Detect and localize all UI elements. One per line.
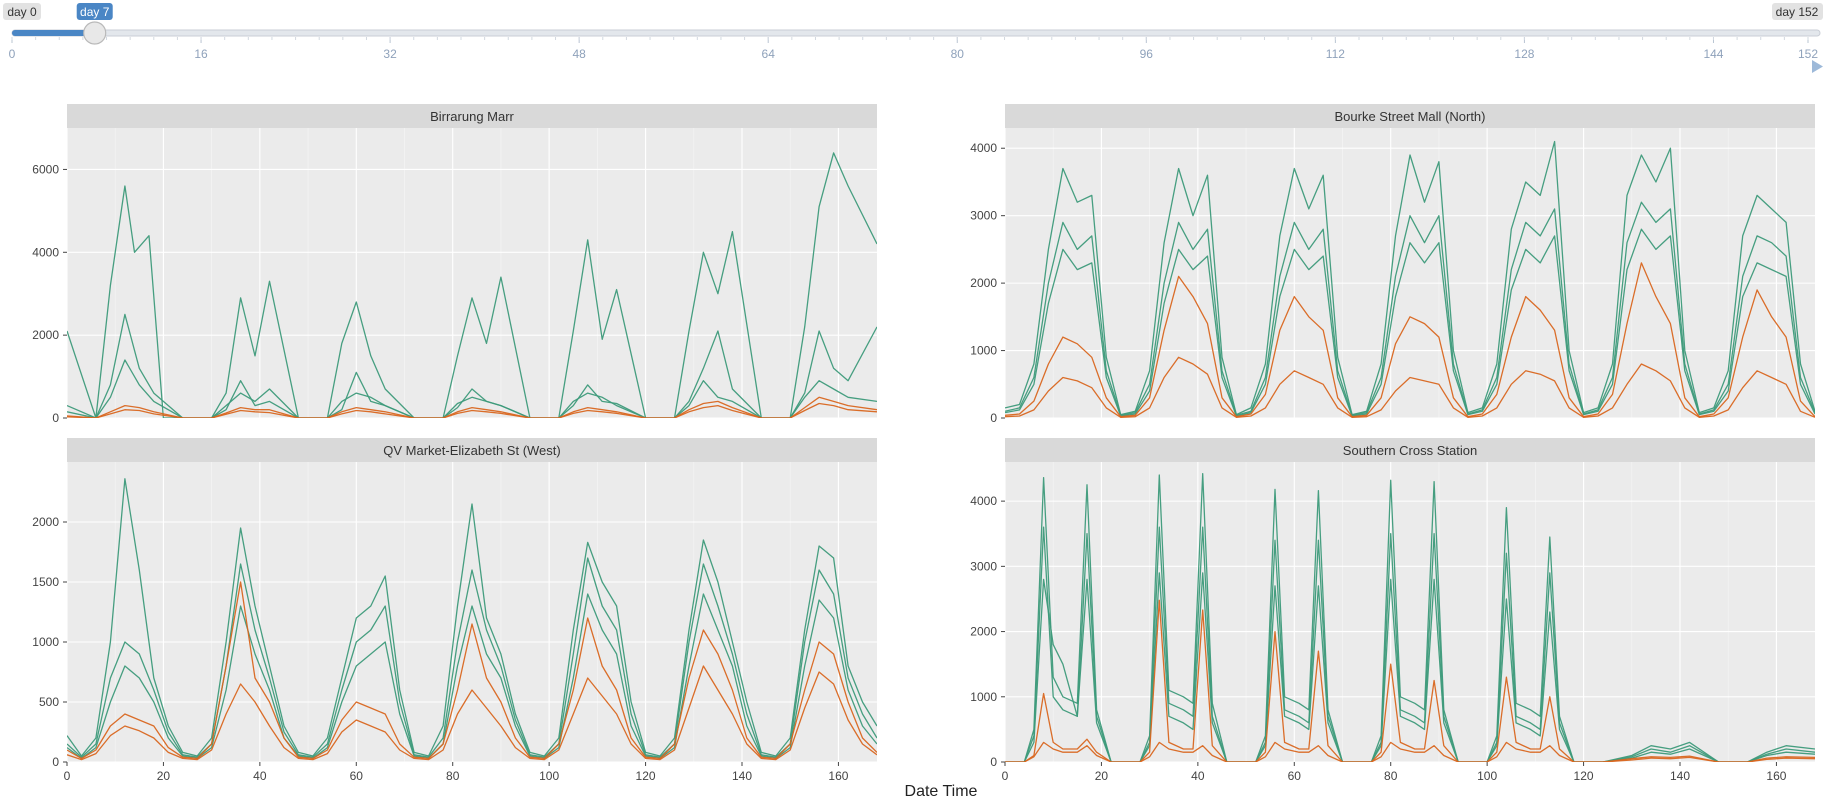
x-tick-label: 100 [1477, 769, 1497, 783]
y-tick-label: 0 [52, 411, 59, 425]
slider-fill [12, 30, 95, 36]
slider-tick-label: 128 [1514, 47, 1534, 61]
slider-tick-label: 80 [951, 47, 965, 61]
slider-min-label-bg [3, 3, 41, 20]
y-tick-label: 0 [52, 755, 59, 769]
series-line [67, 665, 877, 761]
facet-strip [67, 104, 877, 128]
series-group [1005, 140, 1815, 418]
series-group [67, 478, 877, 761]
x-tick-label: 60 [350, 769, 364, 783]
y-tick-label: 3000 [970, 209, 997, 223]
plot-area [67, 128, 877, 418]
x-tick-label: 140 [1670, 769, 1690, 783]
x-tick-label: 20 [157, 769, 171, 783]
x-tick-label: 100 [539, 769, 559, 783]
y-tick-label: 2000 [970, 625, 997, 639]
series-line [67, 359, 877, 418]
x-tick-label: 60 [1288, 769, 1302, 783]
facet-strip [1005, 438, 1815, 462]
x-tick-label: 140 [732, 769, 752, 783]
slider-handle[interactable] [83, 21, 107, 45]
series-line [1005, 356, 1815, 418]
y-tick-label: 4000 [32, 245, 59, 259]
series-line [1005, 228, 1815, 417]
slider-tick-label: 32 [383, 47, 397, 61]
plot-area [1005, 128, 1815, 418]
y-tick-label: 1000 [970, 690, 997, 704]
facet-title: QV Market-Elizabeth St (West) [383, 443, 560, 458]
x-tick-label: 160 [1766, 769, 1786, 783]
series-line [1005, 140, 1815, 416]
facet-panel: Southern Cross Station 0 1000 2000 3000 4000 0… [970, 438, 1815, 783]
y-tick-label: 0 [990, 755, 997, 769]
y-tick-label: 500 [39, 695, 59, 709]
slider-tick-label: 96 [1140, 47, 1154, 61]
slider-tick-label: 16 [194, 47, 208, 61]
series-line [67, 581, 877, 760]
slider-max-label: day 152 [1776, 5, 1819, 19]
x-tick-label: 40 [1191, 769, 1205, 783]
y-tick-label: 2000 [32, 515, 59, 529]
y-tick-label: 1000 [970, 344, 997, 358]
x-tick-label: 120 [636, 769, 656, 783]
x-tick-label: 0 [1002, 769, 1009, 783]
series-line [67, 478, 877, 757]
facet-panel: Birrarung Marr 0 2000 4000 6000 [32, 104, 877, 425]
series-line [67, 396, 877, 418]
slider-max-label-bg [1772, 3, 1823, 20]
slider-tick-label: 152 [1798, 47, 1818, 61]
y-tick-label: 4000 [970, 494, 997, 508]
play-icon[interactable] [1812, 60, 1823, 73]
slider-track[interactable] [11, 29, 1821, 37]
day-slider[interactable]: 0 16 32 48 64 80 96 112 128 144 152 day 0 day 152 … [3, 3, 1823, 73]
y-tick-label: 1000 [32, 635, 59, 649]
series-line [1005, 201, 1815, 416]
slider-ticks: 0 16 32 48 64 80 96 112 128 144 152 [9, 37, 1818, 61]
plot-area [1005, 462, 1815, 762]
y-tick-label: 4000 [970, 141, 997, 155]
slider-tick-label: 0 [9, 47, 16, 61]
x-tick-label: 0 [64, 769, 71, 783]
x-tick-label: 80 [446, 769, 460, 783]
x-tick-label: 20 [1095, 769, 1109, 783]
x-tick-label: 80 [1384, 769, 1398, 783]
facet-strip [1005, 104, 1815, 128]
x-tick-label: 120 [1574, 769, 1594, 783]
x-axis-title: Date Time [905, 783, 978, 800]
y-tick-label: 3000 [970, 559, 997, 573]
x-tick-label: 160 [828, 769, 848, 783]
slider-tick-label: 144 [1703, 47, 1723, 61]
slider-tick-label: 64 [762, 47, 776, 61]
facet-panel: Bourke Street Mall (North) 0 1000 2000 3000 4… [970, 104, 1815, 425]
y-tick-label: 2000 [970, 276, 997, 290]
y-tick-label: 0 [990, 411, 997, 425]
gridlines [66, 462, 877, 763]
series-group [67, 152, 877, 418]
slider-tick-label: 48 [572, 47, 586, 61]
series-line [67, 402, 877, 418]
y-tick-label: 6000 [32, 162, 59, 176]
slider-current-label: day 7 [80, 5, 110, 19]
facet-strip [67, 438, 877, 462]
facet-panel: QV Market-Elizabeth St (West)05001000150… [32, 438, 877, 783]
series-line [1005, 262, 1815, 418]
series-line [67, 152, 877, 418]
y-tick-label: 2000 [32, 328, 59, 342]
x-tick-label: 40 [253, 769, 267, 783]
facet-title: Southern Cross Station [1343, 443, 1477, 458]
facet-title: Bourke Street Mall (North) [1335, 109, 1486, 124]
y-tick-label: 1500 [32, 575, 59, 589]
facet-title: Birrarung Marr [430, 109, 514, 124]
slider-current-label-bg [76, 3, 113, 20]
series-line [67, 593, 877, 760]
slider-min-label: day 0 [7, 5, 37, 19]
gridlines [66, 128, 877, 419]
series-line [67, 313, 877, 418]
slider-tick-label: 112 [1326, 47, 1345, 61]
